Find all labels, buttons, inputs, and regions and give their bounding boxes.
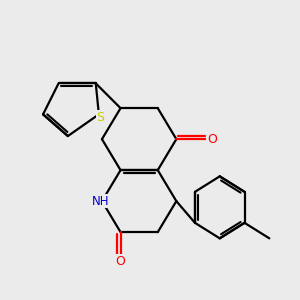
Text: NH: NH	[92, 195, 109, 208]
Text: O: O	[207, 133, 217, 146]
Text: O: O	[116, 255, 125, 268]
Text: S: S	[96, 111, 104, 124]
